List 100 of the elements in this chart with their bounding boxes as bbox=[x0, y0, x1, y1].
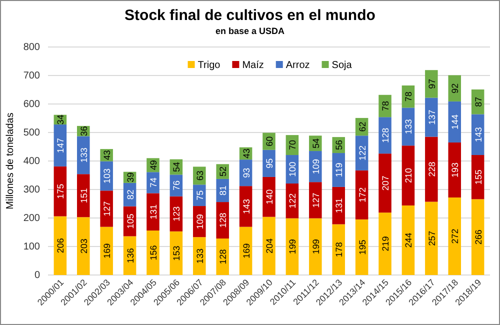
bar bbox=[355, 219, 368, 275]
data-label: 199 bbox=[310, 239, 321, 254]
data-label: 169 bbox=[241, 243, 252, 258]
data-label: 156 bbox=[148, 245, 158, 260]
bar bbox=[262, 176, 276, 217]
data-label: 34 bbox=[56, 114, 66, 125]
data-label: 81 bbox=[218, 185, 228, 196]
legend-label: Trigo bbox=[198, 60, 221, 71]
data-label: 244 bbox=[404, 232, 414, 248]
data-label: 204 bbox=[264, 238, 274, 254]
data-label: 147 bbox=[56, 138, 66, 153]
bar bbox=[193, 184, 206, 206]
bar bbox=[77, 174, 90, 218]
data-label: 122 bbox=[288, 193, 298, 208]
data-label: 103 bbox=[102, 168, 112, 184]
data-label: 155 bbox=[473, 170, 484, 185]
data-label: 52 bbox=[218, 166, 228, 177]
bar bbox=[425, 136, 438, 202]
bar bbox=[54, 166, 67, 216]
data-label: 62 bbox=[357, 122, 368, 132]
data-label: 272 bbox=[450, 228, 460, 244]
bar bbox=[378, 117, 392, 154]
data-label: 70 bbox=[288, 140, 298, 150]
data-label: 143 bbox=[473, 127, 484, 142]
bar bbox=[146, 230, 160, 275]
data-label: 92 bbox=[450, 83, 460, 94]
bar bbox=[54, 216, 67, 275]
data-label: 93 bbox=[241, 168, 252, 178]
data-label: 172 bbox=[357, 187, 368, 202]
data-label: 128 bbox=[380, 128, 391, 143]
data-label: 193 bbox=[450, 162, 460, 178]
data-label: 100 bbox=[288, 162, 298, 177]
bar bbox=[100, 190, 113, 227]
data-label: 210 bbox=[404, 168, 414, 184]
bar bbox=[262, 150, 276, 177]
y-tick-label: 200 bbox=[23, 213, 40, 224]
data-label: 78 bbox=[380, 100, 391, 112]
data-label: 136 bbox=[125, 248, 136, 264]
bar bbox=[100, 226, 113, 275]
data-label: 75 bbox=[194, 190, 205, 200]
data-label: 82 bbox=[125, 190, 136, 200]
bar bbox=[332, 153, 345, 187]
data-label: 175 bbox=[56, 184, 66, 199]
chart-title: Stock final de cultivos en el mundo bbox=[124, 7, 376, 24]
bar bbox=[425, 98, 438, 137]
legend-label: Arroz bbox=[286, 60, 310, 71]
bar bbox=[378, 154, 392, 213]
data-label: 43 bbox=[241, 148, 252, 158]
data-label: 266 bbox=[473, 230, 484, 245]
data-label: 195 bbox=[357, 240, 368, 255]
data-label: 143 bbox=[241, 198, 252, 214]
bar bbox=[425, 70, 438, 98]
bar bbox=[402, 146, 415, 206]
bar bbox=[216, 178, 229, 202]
data-label: 128 bbox=[218, 212, 228, 228]
data-label: 56 bbox=[334, 140, 344, 150]
bar bbox=[262, 216, 276, 275]
bar bbox=[146, 193, 160, 231]
data-label: 144 bbox=[450, 114, 460, 130]
data-label: 60 bbox=[264, 136, 274, 146]
data-label: 78 bbox=[404, 92, 414, 102]
data-label: 109 bbox=[194, 214, 205, 230]
data-label: 123 bbox=[172, 206, 182, 222]
data-label: 127 bbox=[102, 201, 112, 216]
bar bbox=[309, 218, 322, 275]
data-label: 87 bbox=[473, 96, 484, 107]
data-label: 95 bbox=[264, 158, 274, 168]
bar bbox=[355, 170, 368, 220]
data-label: 49 bbox=[148, 160, 158, 170]
bar bbox=[216, 238, 229, 275]
data-label: 203 bbox=[78, 238, 89, 254]
data-label: 219 bbox=[380, 236, 391, 252]
bar bbox=[77, 136, 90, 174]
bar bbox=[332, 186, 345, 224]
bar bbox=[77, 217, 90, 275]
y-tick-label: 400 bbox=[23, 156, 40, 168]
data-label: 207 bbox=[380, 176, 391, 191]
data-label: 39 bbox=[125, 172, 136, 182]
data-label: 74 bbox=[148, 178, 158, 188]
bar bbox=[448, 197, 461, 275]
bar bbox=[309, 182, 322, 218]
bar bbox=[471, 199, 484, 275]
bar bbox=[448, 142, 461, 198]
y-tick-label: 300 bbox=[23, 184, 40, 196]
data-label: 133 bbox=[404, 119, 414, 134]
data-label: 122 bbox=[357, 146, 368, 161]
data-label: 109 bbox=[310, 159, 321, 174]
data-label: 131 bbox=[148, 204, 158, 220]
data-label: 151 bbox=[78, 188, 89, 204]
data-label: 133 bbox=[78, 148, 89, 163]
bar bbox=[286, 218, 299, 275]
chart-subtitle: en base a USDA bbox=[215, 26, 286, 36]
bar bbox=[193, 237, 206, 275]
legend-label: Maíz bbox=[242, 60, 264, 71]
data-label: 97 bbox=[426, 78, 437, 89]
data-label: 257 bbox=[426, 230, 437, 246]
bar bbox=[378, 212, 392, 275]
data-label: 63 bbox=[194, 170, 205, 181]
data-label: 128 bbox=[218, 249, 228, 264]
data-label: 119 bbox=[334, 162, 344, 178]
